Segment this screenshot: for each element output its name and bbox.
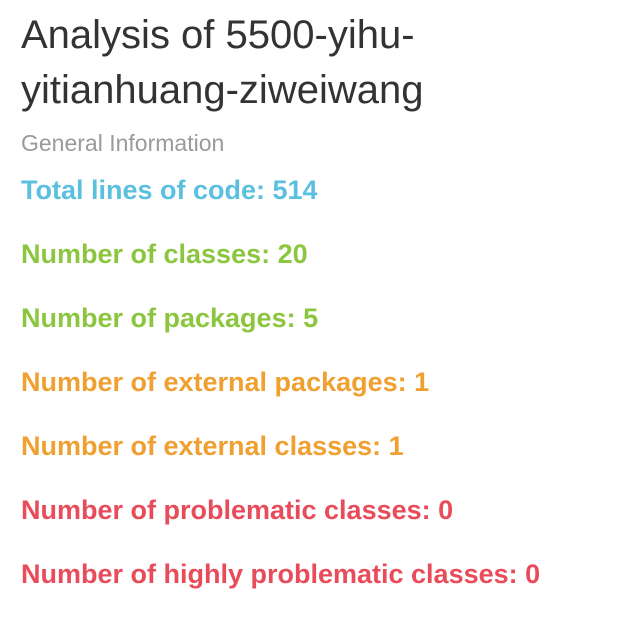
stat-number-of-problematic-classes: Number of problematic classes: 0 (21, 495, 454, 525)
stat-number-of-classes: Number of classes: 20 (21, 239, 308, 269)
stat-number-of-packages: Number of packages: 5 (21, 303, 319, 333)
stats-list: Total lines of code: 514 Number of class… (21, 173, 622, 621)
section-subtitle: General Information (21, 130, 225, 156)
stat-number-of-highly-problematic-classes: Number of highly problematic classes: 0 (21, 559, 541, 589)
page-title-line-2: yitianhuang-ziweiwang (21, 68, 424, 112)
page-title-line-1: Analysis of 5500-yihu- (21, 13, 415, 57)
stat-number-of-external-packages: Number of external packages: 1 (21, 367, 430, 397)
page-title: Analysis of 5500-yihu- yitianhuang-ziwei… (21, 8, 581, 118)
stat-total-lines-of-code: Total lines of code: 514 (21, 175, 318, 205)
stat-number-of-external-classes: Number of external classes: 1 (21, 431, 404, 461)
